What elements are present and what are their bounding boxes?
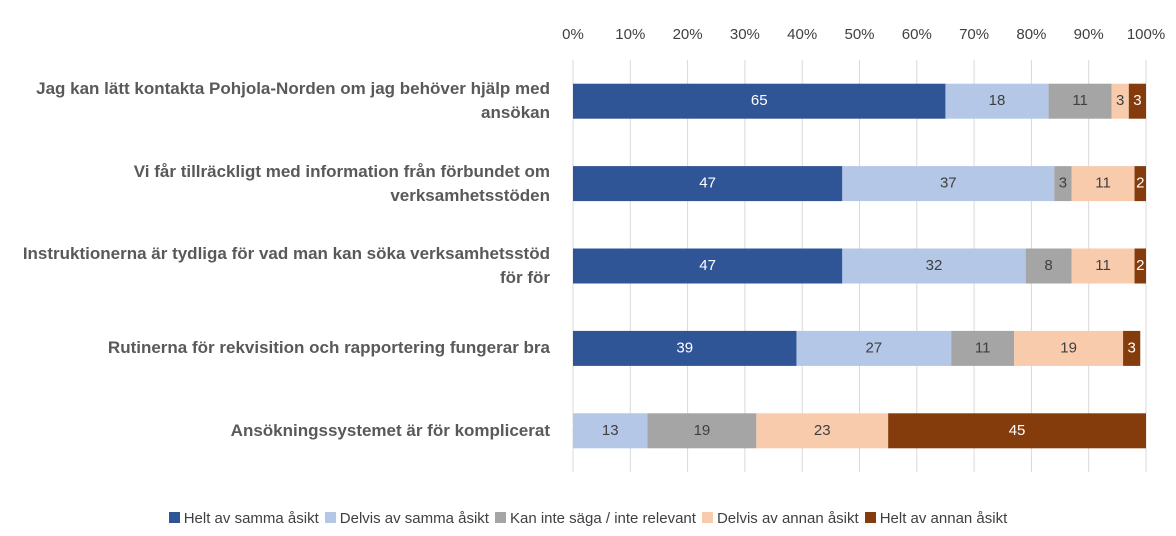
x-tick-label: 50% [844,26,874,43]
legend-swatch [864,512,876,523]
bar-segment [842,166,1055,202]
bar-segment [1014,330,1124,366]
x-tick-label: 0% [562,26,584,43]
data-label: 47 [699,175,716,192]
category-label: Instruktionerna är tydliga för vad man k… [22,244,550,287]
data-label: 2 [1136,175,1144,192]
category-label: Vi får tillräckligt med information från… [133,161,550,205]
data-label: 11 [1095,257,1111,274]
legend-swatch [168,512,180,523]
data-label: 23 [814,422,831,439]
data-label: 3 [1116,92,1124,109]
bar-segment [573,330,797,366]
bar-segment [1071,166,1135,202]
x-tick-label: 10% [615,26,645,43]
bar-segment [796,330,952,366]
legend-swatch [324,512,336,523]
bar-segment [573,166,843,202]
bar-segment [945,83,1049,119]
x-tick-label: 30% [730,26,760,43]
x-tick-label: 20% [673,26,703,43]
x-tick-label: 60% [902,26,932,43]
category-label: Rutinerna för rekvisition och rapporteri… [107,338,550,358]
data-label: 18 [989,92,1006,109]
bar-segment [1123,330,1141,366]
x-tick-label: 40% [787,26,817,43]
data-label: 27 [865,339,882,356]
category-label: Ansökningssystemet är för komplicerat [230,420,550,440]
bar-segment [1134,166,1146,202]
legend-swatch [701,512,713,523]
bar-segment [842,248,1026,284]
data-label: 19 [1060,339,1077,356]
bar-segment [573,83,946,119]
legend-item: Helt av samma åsikt [168,510,319,527]
data-label: 19 [694,422,711,439]
bar-segment [647,413,757,449]
bar-segment [1025,248,1072,284]
x-tick-label: 90% [1074,26,1104,43]
data-label: 2 [1136,257,1144,274]
legend-label: Helt av samma åsikt [183,510,319,527]
data-label: 39 [676,339,693,356]
data-label: 13 [602,422,619,439]
data-label: 32 [926,257,943,274]
bar-segment [756,413,889,449]
legend-item: Delvis av samma åsikt [324,510,489,527]
x-tick-label: 70% [959,26,989,43]
bar-segment [888,413,1146,449]
x-tick-label: 80% [1016,26,1046,43]
legend-label: Delvis av samma åsikt [339,510,489,527]
legend-label: Kan inte säga / inte relevant [509,510,696,527]
bar-segment [1111,83,1129,119]
data-label: 65 [751,92,768,109]
bar-segment [1128,83,1146,119]
bar-segment [1071,248,1135,284]
data-label: 37 [940,175,957,192]
bar-segment [573,413,648,449]
data-label: 8 [1044,257,1052,274]
category-label: Jag kan lätt kontakta Pohjola-Norden om … [36,79,550,123]
data-label: 47 [699,257,716,274]
bar-segment [951,330,1015,366]
legend-item: Helt av annan åsikt [864,510,1008,527]
bar-segment [1134,248,1146,284]
legend-item: Delvis av annan åsikt [701,510,859,527]
bar-segment [1054,166,1072,202]
data-label: 11 [1095,175,1111,192]
x-tick-label: 100% [1127,26,1165,43]
data-label: 3 [1133,92,1141,109]
legend-label: Delvis av annan åsikt [716,510,859,527]
legend-item: Kan inte säga / inte relevant [494,510,696,527]
bar-segment [1048,83,1112,119]
data-label: 3 [1128,339,1136,356]
legend: Helt av samma åsikt Delvis av samma åsikt… [0,510,1176,527]
data-label: 11 [975,339,991,356]
data-label: 3 [1059,175,1067,192]
bar-segment [573,248,843,284]
legend-swatch [494,512,506,523]
data-label: 45 [1009,422,1026,439]
legend-label: Helt av annan åsikt [879,510,1008,527]
data-label: 11 [1072,92,1088,109]
